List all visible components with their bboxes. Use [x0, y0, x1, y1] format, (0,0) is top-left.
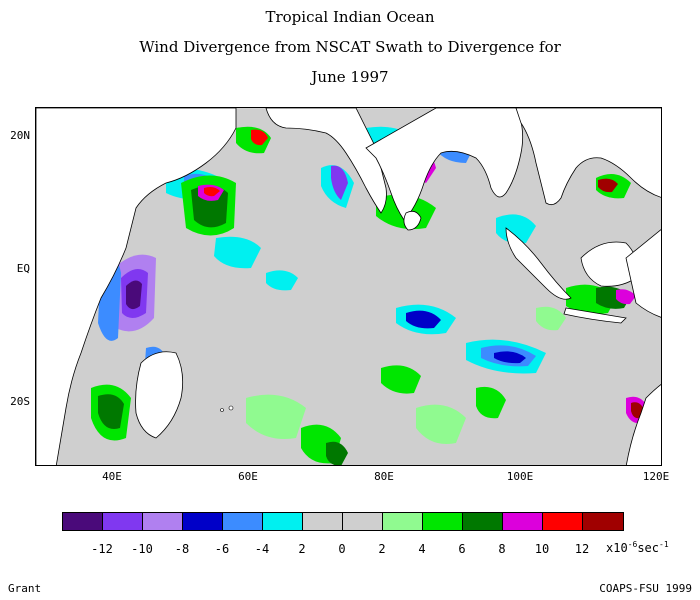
colorbar-units: x10-6sec-1	[606, 540, 669, 555]
lat-label-20s: 20S	[10, 395, 30, 408]
colorbar-swatch-5	[263, 513, 303, 530]
colorbar-swatch-6	[303, 513, 343, 530]
colorbar-swatch-13	[583, 513, 623, 530]
colorbar-tick-label: 12	[574, 542, 590, 556]
colorbar-swatch-2	[143, 513, 183, 530]
lon-label-100e: 100E	[506, 470, 534, 483]
colorbar	[62, 512, 624, 531]
land-masses	[36, 108, 661, 465]
lat-label-eq: EQ	[16, 262, 30, 275]
colorbar-tick-label: 4	[418, 542, 426, 556]
divergence-map	[35, 107, 662, 466]
island-specks	[220, 405, 234, 412]
map-canvas	[36, 108, 661, 465]
divergence-patches	[91, 126, 648, 465]
colorbar-tick-label: 2	[298, 542, 306, 556]
colorbar-swatch-8	[383, 513, 423, 530]
colorbar-tick-label: 8	[498, 542, 506, 556]
title-line-3: June 1997	[311, 68, 389, 86]
colorbar-swatch-9	[423, 513, 463, 530]
colorbar-tick-label: 6	[458, 542, 466, 556]
lon-label-60e: 60E	[238, 470, 258, 483]
title-line-2: Wind Divergence from NSCAT Swath to Dive…	[139, 38, 561, 56]
colorbar-swatch-10	[463, 513, 503, 530]
colorbar-tick-label: -6	[214, 542, 230, 556]
colorbar-tick-label: -10	[131, 542, 153, 556]
colorbar-swatch-3	[183, 513, 223, 530]
lon-label-120e: 120E	[642, 470, 670, 483]
colorbar-tick-label: 2	[378, 542, 386, 556]
colorbar-tick-label: -4	[254, 542, 270, 556]
author-label: Grant	[8, 582, 42, 595]
colorbar-swatch-4	[223, 513, 263, 530]
colorbar-tick-label: -12	[91, 542, 113, 556]
credit-label: COAPS-FSU 1999	[599, 582, 692, 595]
lon-label-80e: 80E	[374, 470, 394, 483]
colorbar-swatch-12	[543, 513, 583, 530]
title-line-1: Tropical Indian Ocean	[265, 8, 435, 26]
lat-label-20n: 20N	[10, 129, 30, 142]
colorbar-tick-label: -8	[174, 542, 190, 556]
colorbar-swatch-1	[103, 513, 143, 530]
colorbar-swatch-11	[503, 513, 543, 530]
colorbar-tick-label: 10	[534, 542, 550, 556]
lon-label-40e: 40E	[102, 470, 122, 483]
colorbar-swatch-0	[63, 513, 103, 530]
colorbar-swatch-7	[343, 513, 383, 530]
colorbar-tick-label: 0	[338, 542, 346, 556]
